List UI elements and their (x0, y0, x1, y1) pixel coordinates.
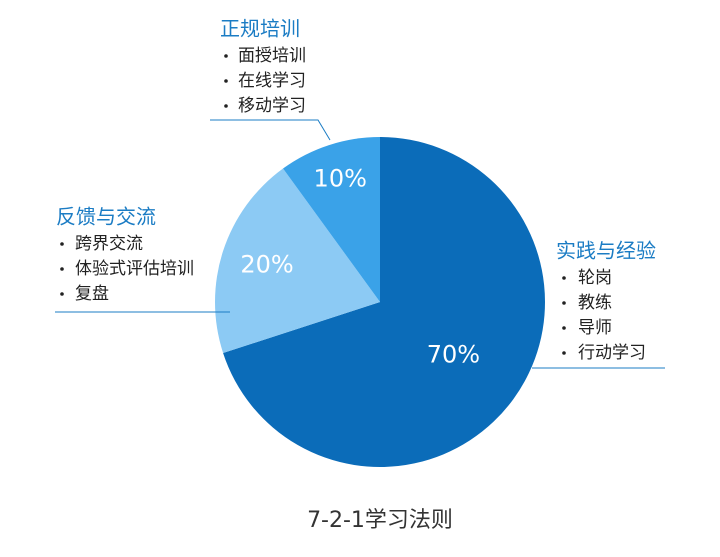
bullet (60, 292, 64, 296)
bullet (60, 267, 64, 271)
leader-line (210, 119, 331, 141)
bullet (224, 79, 228, 83)
slice-label: 20% (240, 250, 293, 278)
pie-slice (283, 137, 380, 302)
bullet (224, 104, 228, 108)
bullet (60, 242, 64, 246)
detail-item: 体验式评估培训 (75, 259, 194, 279)
bullet (562, 301, 566, 305)
detail-item: 导师 (578, 318, 612, 338)
detail-item: 行动学习 (578, 343, 646, 363)
detail-item: 跨界交流 (75, 234, 143, 254)
bullet (562, 326, 566, 330)
detail-item: 移动学习 (238, 96, 306, 116)
bullet (224, 54, 228, 58)
bullet (562, 351, 566, 355)
detail-item: 复盘 (75, 284, 109, 304)
legend-heading: 实践与经验 (556, 239, 656, 263)
pie-slice (215, 168, 380, 353)
detail-item: 轮岗 (578, 268, 612, 288)
chart-title: 7-2-1学习法则 (307, 508, 453, 533)
legend-heading: 反馈与交流 (56, 205, 156, 229)
detail-item: 在线学习 (238, 71, 306, 91)
slice-label: 70% (427, 340, 480, 368)
detail-item: 面授培训 (238, 46, 306, 66)
legend-heading: 正规培训 (220, 17, 300, 41)
slice-label: 10% (314, 165, 367, 193)
bullet (562, 276, 566, 280)
detail-item: 教练 (578, 293, 612, 313)
pie-slice (223, 137, 545, 467)
